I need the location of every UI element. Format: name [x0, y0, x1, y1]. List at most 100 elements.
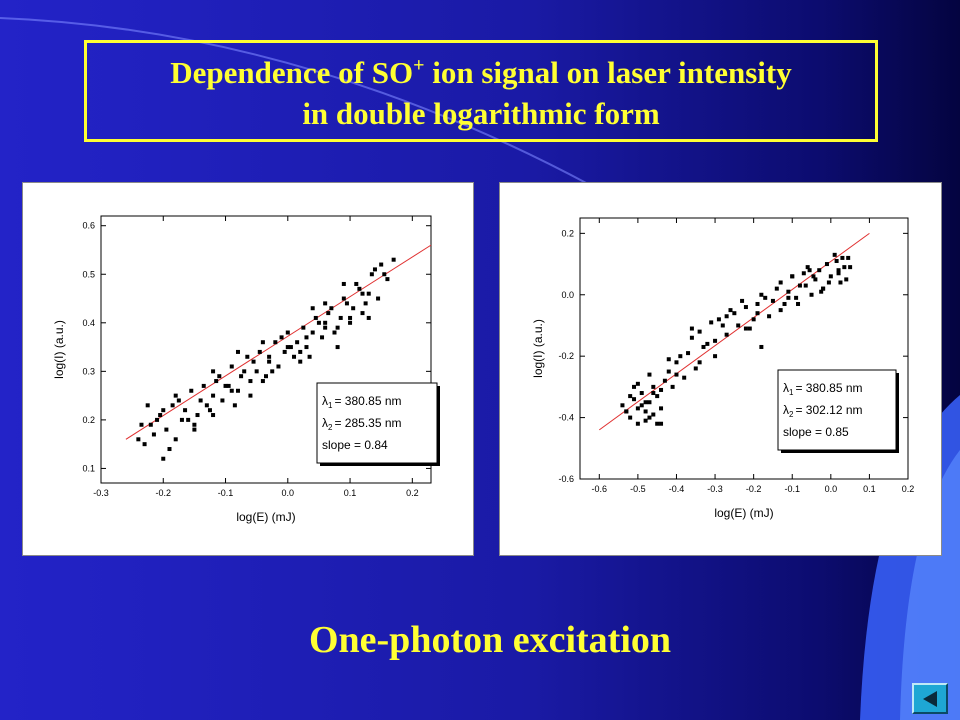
data-point — [807, 268, 812, 273]
data-point — [659, 421, 664, 426]
data-point — [635, 421, 640, 426]
data-point — [728, 308, 733, 313]
data-point — [751, 317, 756, 322]
title-line1-post: ion signal on laser intensity — [424, 55, 792, 90]
lambda-subscript: 2 — [789, 410, 794, 419]
data-point — [828, 274, 833, 279]
data-point — [298, 349, 303, 354]
data-point — [778, 308, 783, 313]
data-point — [624, 409, 629, 414]
data-point — [158, 413, 163, 418]
data-point — [655, 421, 660, 426]
data-point — [716, 317, 721, 322]
data-point — [689, 326, 694, 331]
data-point — [836, 271, 841, 276]
data-point — [316, 320, 321, 325]
data-point — [360, 311, 365, 316]
data-point — [207, 408, 212, 413]
data-point — [643, 418, 648, 423]
data-point — [232, 403, 237, 408]
data-point — [705, 341, 710, 346]
data-point — [366, 291, 371, 296]
data-point — [151, 432, 156, 437]
data-point — [285, 330, 290, 335]
data-point — [697, 329, 702, 334]
data-point — [292, 354, 297, 359]
data-point — [689, 335, 694, 340]
data-point — [632, 397, 637, 402]
data-point — [842, 265, 847, 270]
data-point — [254, 369, 259, 374]
back-nav-button[interactable] — [912, 683, 948, 714]
data-point — [803, 283, 808, 288]
data-point — [245, 354, 250, 359]
data-point — [217, 374, 222, 379]
data-point — [229, 364, 234, 369]
x-tick-label: 0.1 — [344, 488, 357, 498]
data-point — [204, 403, 209, 408]
data-point — [307, 354, 312, 359]
data-point — [295, 340, 300, 345]
data-point — [713, 354, 718, 359]
lambda-subscript: 2 — [328, 423, 333, 432]
data-point — [363, 301, 368, 306]
data-point — [267, 359, 272, 364]
data-point — [832, 252, 837, 257]
data-point — [251, 359, 256, 364]
x-tick-label: -0.1 — [784, 484, 800, 494]
data-point — [391, 257, 396, 262]
data-point — [666, 369, 671, 374]
data-point — [192, 427, 197, 432]
data-point — [790, 274, 795, 279]
data-point — [211, 369, 216, 374]
fit-line — [125, 244, 432, 440]
data-point — [136, 437, 141, 442]
annotation-lambda2: λ2 = 285.35 nm — [322, 416, 402, 432]
data-point — [385, 277, 390, 282]
data-point — [647, 400, 652, 405]
lambda-subscript: 1 — [789, 388, 794, 397]
data-point — [279, 335, 284, 340]
y-tick-label: 0.5 — [82, 269, 95, 279]
data-point — [643, 409, 648, 414]
data-point — [273, 340, 278, 345]
y-tick-label: 0.2 — [82, 415, 95, 425]
lambda-subscript: 1 — [328, 401, 333, 410]
data-point — [782, 301, 787, 306]
data-point — [732, 311, 737, 316]
annotation-lambda1-value: = 380.85 nm — [334, 394, 401, 408]
data-point — [809, 292, 814, 297]
data-point — [229, 388, 234, 393]
data-point — [145, 403, 150, 408]
data-point — [369, 272, 374, 277]
data-point — [821, 286, 826, 291]
data-point — [304, 335, 309, 340]
data-point — [323, 301, 328, 306]
data-point — [659, 387, 664, 392]
data-point — [720, 323, 725, 328]
data-point — [755, 301, 760, 306]
y-tick-label: -0.2 — [558, 351, 574, 361]
x-axis-label: log(E) (mJ) — [714, 506, 773, 520]
data-point — [662, 378, 667, 383]
data-point — [282, 349, 287, 354]
data-point — [192, 422, 197, 427]
title-superscript: + — [413, 54, 425, 77]
data-point — [838, 280, 843, 285]
plot-frame — [579, 217, 909, 480]
data-point — [183, 408, 188, 413]
data-point — [763, 295, 768, 300]
data-point — [270, 369, 275, 374]
data-point — [846, 255, 851, 260]
data-point — [796, 301, 801, 306]
y-tick-label: 0.3 — [82, 366, 95, 376]
title-line2: in double logarithmic form — [302, 96, 660, 131]
data-point — [276, 364, 281, 369]
data-point — [173, 437, 178, 442]
data-point — [323, 325, 328, 330]
annotation-slope: slope = 0.85 — [783, 425, 849, 439]
data-point — [301, 325, 306, 330]
data-point — [697, 360, 702, 365]
y-tick-label: 0.1 — [82, 463, 95, 473]
data-point — [260, 379, 265, 384]
